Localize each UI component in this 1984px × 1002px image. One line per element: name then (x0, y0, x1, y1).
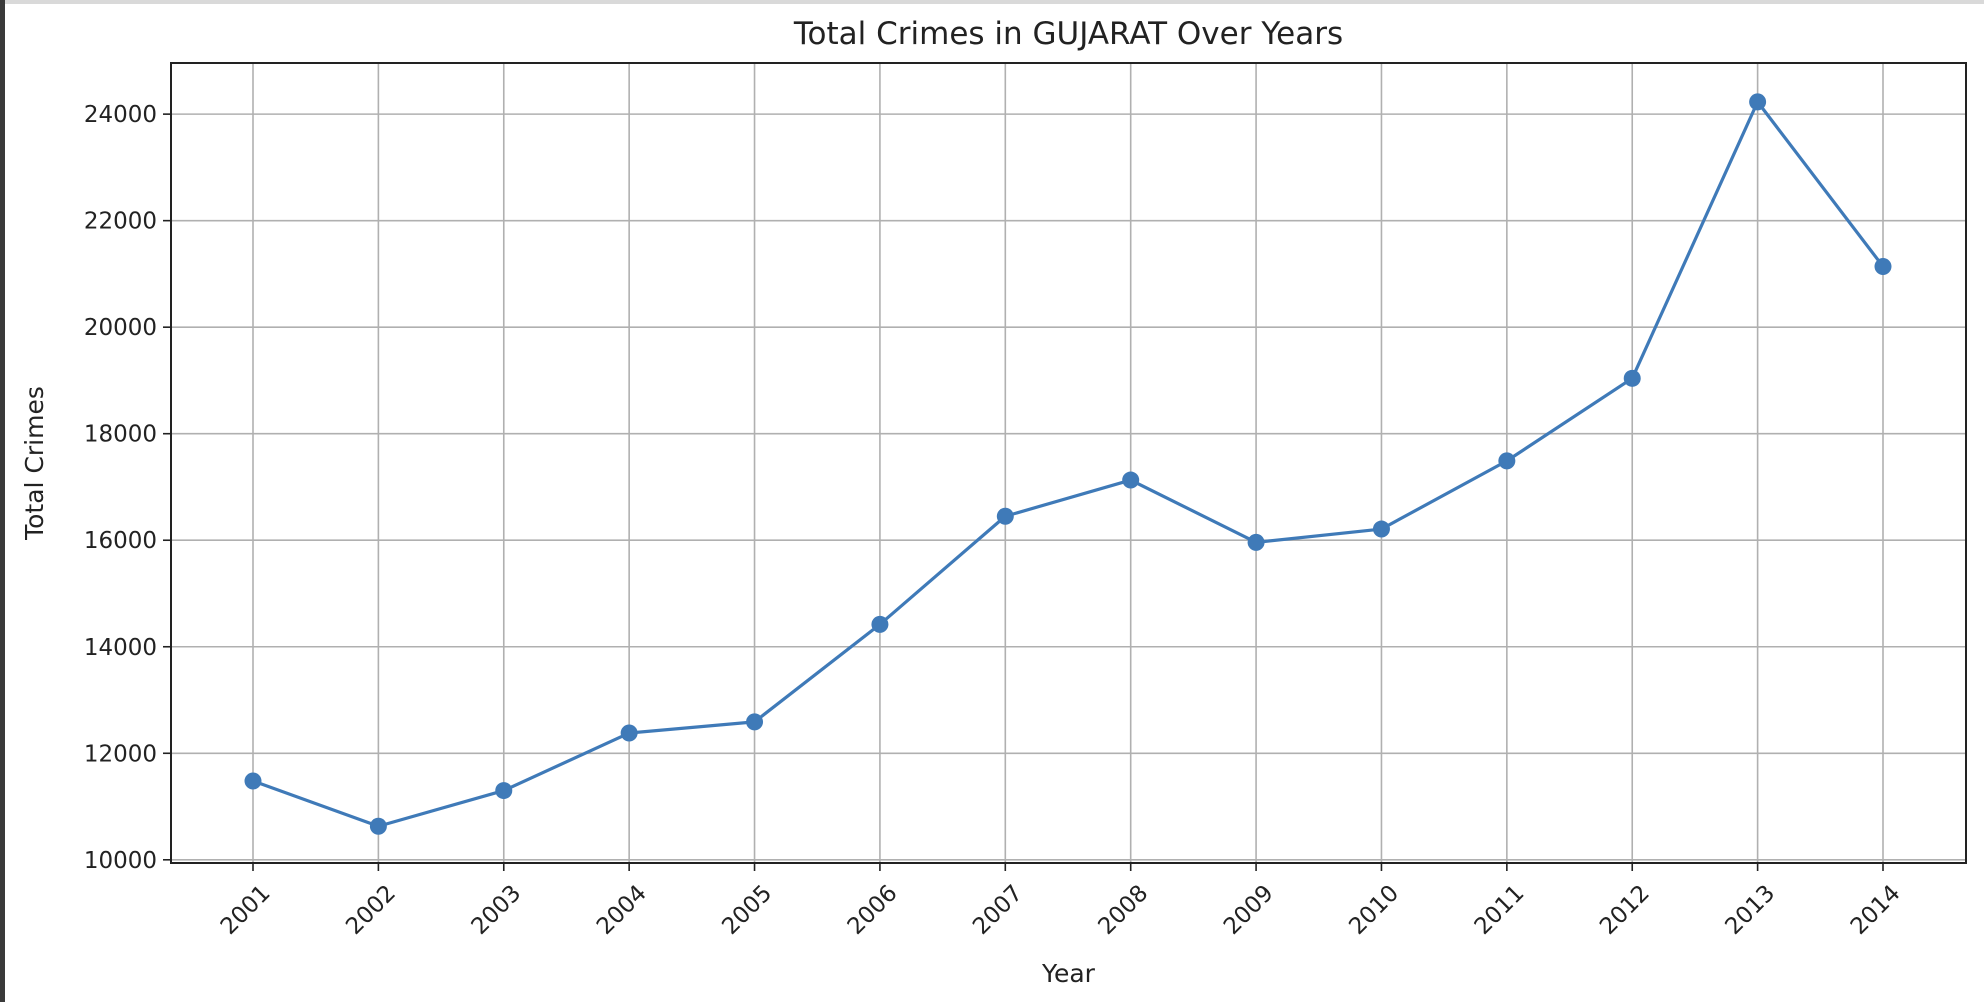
y-tick-label: 10000 (84, 848, 157, 874)
x-tick-label: 2002 (341, 880, 401, 940)
grid-lines (171, 63, 1966, 863)
x-tick-label: 2006 (843, 880, 903, 940)
x-tick-label: 2003 (467, 880, 527, 940)
plot-area-border (170, 62, 1967, 864)
y-tick-label: 18000 (84, 422, 157, 448)
x-axis-label: Year (1041, 959, 1096, 988)
y-tick-label: 20000 (84, 315, 157, 341)
data-point (1372, 520, 1390, 538)
data-point (1122, 471, 1140, 489)
x-tick-label: 2005 (717, 880, 777, 940)
series-line-group (252, 100, 1885, 828)
x-tick-label: 2008 (1094, 880, 1154, 940)
x-tick-label: 2013 (1720, 880, 1780, 940)
x-tick-label: 2014 (1846, 880, 1906, 940)
y-tick-label: 24000 (84, 102, 157, 128)
x-tick-label: 2009 (1219, 880, 1279, 940)
y-tick-label: 12000 (84, 741, 157, 767)
data-point (1623, 369, 1641, 387)
data-point (1247, 533, 1265, 551)
chart-title: Total Crimes in GUJARAT Over Years (793, 16, 1343, 52)
x-tick-label: 2007 (968, 880, 1028, 940)
data-point (1498, 452, 1516, 470)
window-top-border (0, 0, 1984, 4)
x-tick-label: 2011 (1470, 880, 1530, 940)
data-points (244, 93, 1892, 835)
data-point (1874, 257, 1892, 275)
y-tick-label: 16000 (84, 528, 157, 554)
x-tick-label: 2004 (592, 880, 652, 940)
y-tick-label: 22000 (84, 209, 157, 235)
data-point (746, 713, 764, 731)
data-point (369, 817, 387, 835)
y-axis-label: Total Crimes (20, 386, 49, 541)
series-line (252, 100, 1885, 828)
data-point (996, 507, 1014, 525)
x-tick-label: 2012 (1595, 880, 1655, 940)
data-point (871, 615, 889, 633)
x-tick-label: 2010 (1344, 880, 1404, 940)
x-tick-label: 2001 (216, 880, 276, 940)
data-point (495, 782, 513, 800)
data-point (620, 724, 638, 742)
data-point (1749, 93, 1767, 111)
window-left-border (0, 0, 5, 1002)
y-tick-label: 14000 (84, 635, 157, 661)
data-point (244, 772, 262, 790)
